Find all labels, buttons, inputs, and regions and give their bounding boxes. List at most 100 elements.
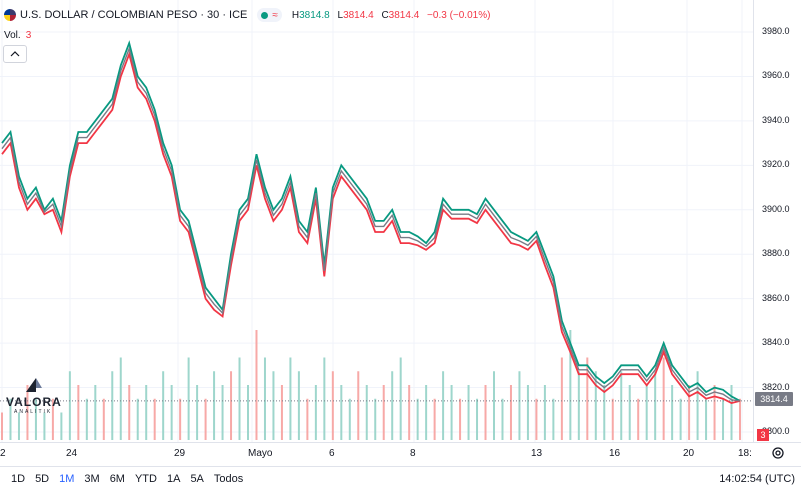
volume-bar [272, 371, 275, 440]
range-button-ytd[interactable]: YTD [134, 473, 157, 485]
time-tick-label: 8 [410, 448, 416, 459]
ohlc-change: −0.3 (−0.01%) [427, 9, 491, 21]
volume-bar [314, 385, 317, 440]
volume-bar [594, 371, 597, 440]
symbol-title[interactable]: U.S. DOLLAR / COLOMBIAN PESO · 30 · ICE [20, 9, 248, 21]
volume-bar [94, 385, 97, 440]
volume-value: 3 [25, 30, 32, 41]
ohlc-l-label: L [337, 9, 344, 21]
volume-bar [450, 385, 453, 440]
time-tick-label: 16 [609, 448, 621, 459]
volume-bar [526, 385, 529, 440]
volume-bar [739, 398, 741, 440]
time-tick-label: 20 [683, 448, 695, 459]
volume-bar [722, 398, 725, 440]
volume-bar [662, 357, 665, 440]
ohlc-c-label: C [381, 9, 389, 21]
volume-bar [459, 398, 462, 440]
symbol-legend: U.S. DOLLAR / COLOMBIAN PESO · 30 · ICE … [4, 6, 495, 24]
last-volume-tag: 3 [757, 429, 769, 441]
volume-bar [730, 385, 733, 440]
status-pill-label: ≈ [272, 9, 278, 21]
time-tick-label: 24 [66, 448, 78, 459]
volume-bar [416, 398, 419, 440]
valora-watermark: VALORA ANALITIK [4, 376, 64, 416]
volume-label: Vol. [4, 30, 21, 41]
volume-bar [713, 385, 716, 440]
volume-bar [323, 357, 326, 440]
price-tick-label: 3860.0 [762, 292, 790, 303]
volume-bar [637, 398, 640, 440]
price-tick-label: 3920.0 [762, 159, 790, 170]
price-tick-label: 3960.0 [762, 70, 790, 81]
volume-bar [611, 398, 614, 440]
volume-bar [348, 398, 351, 440]
volume-bar [603, 385, 606, 440]
volume-bar [476, 398, 479, 440]
volume-bar [399, 357, 402, 440]
gear-icon[interactable] [769, 445, 787, 461]
volume-bar [162, 371, 165, 440]
range-button-3m[interactable]: 3M [84, 473, 100, 485]
collapse-legend-button[interactable] [3, 45, 27, 63]
volume-bar [679, 398, 682, 440]
volume-bar [230, 371, 233, 440]
volume-bar [128, 385, 131, 440]
price-chart-pane[interactable] [0, 0, 753, 442]
volume-bar [696, 371, 699, 440]
range-button-todos[interactable]: Todos [213, 473, 244, 485]
range-button-1a[interactable]: 1A [166, 473, 181, 485]
volume-bar [26, 385, 29, 440]
volume-bar [509, 385, 512, 440]
volume-bar [17, 412, 20, 440]
volume-bar [187, 357, 190, 440]
volume-bar [357, 371, 360, 440]
volume-bar [493, 371, 495, 440]
volume-bar [102, 398, 105, 440]
volume-bar [628, 385, 631, 440]
volume-bar [543, 385, 546, 440]
volume-bar [535, 398, 538, 440]
series-line-up [1, 40, 741, 402]
volume-bar [170, 385, 173, 440]
price-axis[interactable]: 3980.0 3960.0 3940.0 3920.0 3900.0 3880.0 3860… [753, 0, 801, 442]
volume-bar [467, 385, 470, 440]
volume-legend: Vol. 3 [4, 30, 31, 41]
range-button-1m[interactable]: 1M [59, 473, 75, 485]
ohlc-values: H3814.8 L3814.4 C3814.4 −0.3 (−0.01%) [292, 10, 496, 21]
range-button-5a[interactable]: 5A [190, 473, 204, 485]
volume-bar [425, 385, 428, 440]
price-tick-label: 3820.0 [762, 381, 790, 392]
ohlc-h-value: 3814.8 [299, 9, 330, 21]
volume-bar [111, 371, 114, 440]
time-axis[interactable]: 2 24 29 Mayo 6 8 13 16 20 18: [0, 442, 801, 465]
utc-clock[interactable]: 14:02:54 (UTC) [719, 473, 795, 485]
volume-bar [433, 398, 436, 440]
volume-bar [263, 357, 266, 440]
volume-bar [179, 398, 182, 440]
series-line-down [1, 51, 741, 405]
volume-bar [408, 385, 411, 440]
range-button-5d[interactable]: 5D [35, 473, 50, 485]
volume-bar [306, 398, 309, 440]
time-tick-label: Mayo [248, 448, 273, 459]
volume-bar [552, 398, 555, 440]
volume-bar [382, 385, 385, 440]
market-status-pill[interactable]: ≈ [257, 8, 282, 22]
volume-bar [119, 357, 122, 440]
last-price-tag: 3814.4 [755, 392, 793, 406]
price-tick-label: 3900.0 [762, 203, 790, 214]
series-line-mid [1, 46, 741, 402]
volume-bar [577, 371, 580, 440]
volume-bar [654, 371, 657, 440]
volume-bar [196, 385, 199, 440]
range-button-6m[interactable]: 6M [109, 473, 125, 485]
volume-bar [280, 385, 283, 440]
volume-bar [391, 371, 394, 440]
volume-bar [340, 385, 343, 440]
volume-bar [247, 385, 249, 440]
range-button-1d[interactable]: 1D [11, 473, 26, 485]
volume-bar [43, 412, 46, 440]
volume-bar [560, 357, 563, 440]
chevron-up-icon [10, 51, 20, 57]
